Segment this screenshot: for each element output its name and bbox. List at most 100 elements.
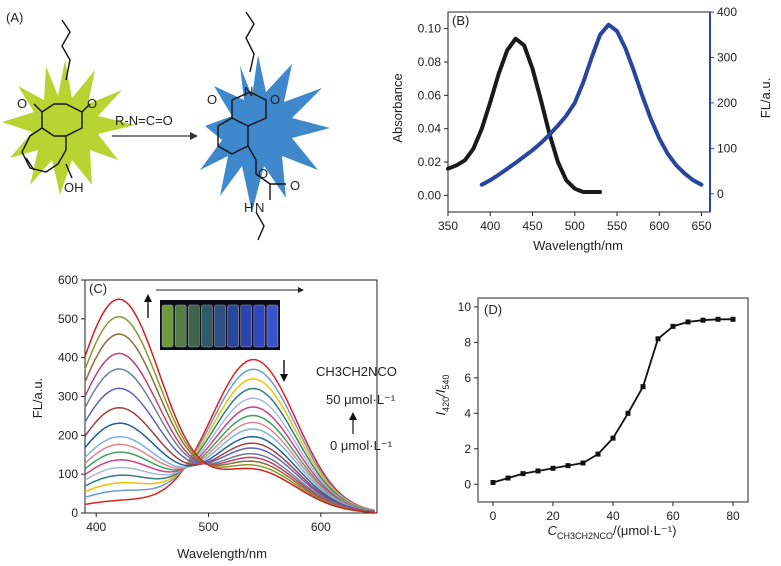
- emission-curve: [84, 298, 375, 513]
- fluorescence-curve: [479, 22, 704, 187]
- panel-c-y-ticks: 0 100 200 300 400 500 600: [58, 273, 85, 520]
- panel-d-series: [490, 316, 736, 485]
- panel-c-x-label: Wavelength/nm: [177, 546, 267, 561]
- right-burst-shape: [200, 55, 330, 212]
- panel-b-y-tick-label-right: 200: [717, 96, 737, 110]
- ratio-point: [625, 410, 631, 416]
- panel-b: (B) 350 400 450 500 550 600 650 0.000.020.040.…: [390, 5, 773, 253]
- vial: [188, 304, 200, 348]
- vial-photo: [156, 287, 304, 350]
- ratio-point: [595, 451, 601, 457]
- ratio-point: [670, 323, 676, 329]
- panel-d-x-label-main: C: [548, 523, 558, 538]
- panel-d-x-label-unit: /(μmol·L⁻¹): [613, 523, 676, 538]
- ratio-point: [580, 460, 586, 466]
- panel-d-y-sub1: 420: [441, 397, 451, 412]
- ratio-point: [550, 465, 556, 471]
- panel-c-series: [84, 298, 375, 513]
- panel-d-x-ticks: 0 20 40 60 80: [490, 502, 740, 523]
- panel-c-y-tick-label: 300: [58, 390, 78, 404]
- vial: [227, 304, 239, 348]
- ratio-point: [565, 463, 571, 469]
- panel-c-y-tick-label: 100: [58, 467, 78, 481]
- panel-d-y-ticks: 0 2 4 6 8 10: [458, 300, 478, 491]
- panel-b-x-label: Wavelength/nm: [533, 238, 623, 253]
- panel-c-y-tick-label: 500: [58, 312, 78, 326]
- ratio-fit-line: [492, 318, 733, 484]
- vial: [266, 304, 279, 348]
- panel-c-x-ticks: 400 500 600: [86, 513, 331, 534]
- panel-d-y-tick-label: 4: [464, 406, 471, 420]
- panel-d-y-tick-label: 10: [458, 300, 472, 314]
- ratio-point: [610, 435, 616, 441]
- conc-arrow: [349, 412, 357, 434]
- emission-curve: [84, 421, 375, 513]
- panel-c-label: (C): [89, 281, 107, 296]
- ratio-point: [640, 384, 646, 390]
- vial: [201, 304, 213, 348]
- panel-b-x-tick-label: 500: [565, 219, 585, 233]
- panel-b-y-tick-label-left: 0.06: [418, 88, 442, 102]
- ratio-point: [520, 471, 526, 477]
- panel-a-label: (A): [6, 10, 23, 25]
- vial: [174, 304, 187, 348]
- up-arrow-left: [144, 294, 152, 318]
- panel-d-x-tick-label: 80: [726, 509, 740, 523]
- vial-arrow-head: [298, 287, 304, 293]
- panel-d-label: (D): [484, 302, 502, 317]
- panel-b-label: (B): [452, 13, 469, 28]
- emission-curve: [84, 358, 375, 512]
- absorbance-curve: [446, 36, 603, 194]
- right-ester-o: O: [258, 166, 268, 181]
- emission-curve: [84, 368, 375, 513]
- panel-b-x-tick-label: 550: [607, 219, 627, 233]
- panel-b-x-tick-label: 450: [523, 219, 543, 233]
- ratio-point: [655, 336, 661, 342]
- panel-b-x-tick-label: 600: [649, 219, 669, 233]
- emission-curve: [84, 406, 375, 512]
- emission-curve: [84, 315, 375, 513]
- panel-d-x-tick-label: 60: [666, 509, 680, 523]
- emission-curve: [84, 397, 375, 512]
- ratio-point: [715, 316, 721, 322]
- panel-b-y-tick-label-right: 300: [717, 50, 737, 64]
- panel-b-y-tick-label-right: 100: [717, 141, 737, 155]
- panel-c-y-label: FL/a.u.: [30, 378, 45, 418]
- panel-b-y-tick-label-left: 0.08: [418, 55, 442, 69]
- panel-d-y-sub2: 540: [441, 375, 451, 390]
- vial: [214, 304, 226, 348]
- panel-b-x-tick-label: 650: [692, 219, 712, 233]
- panel-c-x-tick-label: 500: [199, 520, 219, 534]
- emission-curve: [84, 352, 375, 513]
- emission-curve: [84, 333, 375, 513]
- ratio-point: [505, 475, 511, 481]
- right-amine-n: N: [255, 200, 264, 215]
- panel-d-y-tick-label: 6: [464, 371, 471, 385]
- panel-d-y-label: I420/I540: [433, 375, 451, 416]
- panel-c-y-tick-label: 200: [58, 428, 78, 442]
- panel-c-low-conc: 0 μmol·L⁻¹: [330, 438, 393, 453]
- panel-d: (D) 0 20 40 60 80 0 2 4 6 8 10 CCH3CH2NCO/(μmol·L…: [433, 297, 749, 541]
- panel-b-y-tick-label-left: 0.00: [418, 188, 442, 202]
- emission-curve: [84, 406, 375, 513]
- emission-curve: [84, 378, 375, 512]
- panel-c: (C) 400 500 600 0 100 200 300 400 500 600 CH3CH2…: [30, 273, 397, 561]
- left-oxo-right: O: [87, 96, 97, 111]
- panel-b-y-ticks-right: 0 100 200 300 400: [709, 5, 737, 212]
- panel-d-x-tick-label: 20: [546, 509, 560, 523]
- reagent-label: R-N=C=O: [115, 113, 173, 128]
- ratio-point: [730, 316, 736, 322]
- vial: [161, 304, 174, 348]
- right-imide-o: O: [207, 92, 217, 107]
- vial-row: [161, 304, 279, 348]
- panel-c-x-tick-label: 600: [311, 520, 331, 534]
- left-molecule-skeleton: [21, 19, 91, 179]
- panel-c-high-conc: 50 μmol·L⁻¹: [326, 392, 396, 407]
- emission-curve: [84, 422, 375, 513]
- ratio-point: [535, 468, 541, 474]
- emission-curve: [84, 387, 375, 513]
- panel-c-x-tick-label: 400: [86, 520, 106, 534]
- right-carbonyl-o: O: [290, 178, 300, 193]
- right-amine-h: H: [244, 200, 253, 215]
- panel-d-y-i2: /I: [433, 389, 448, 398]
